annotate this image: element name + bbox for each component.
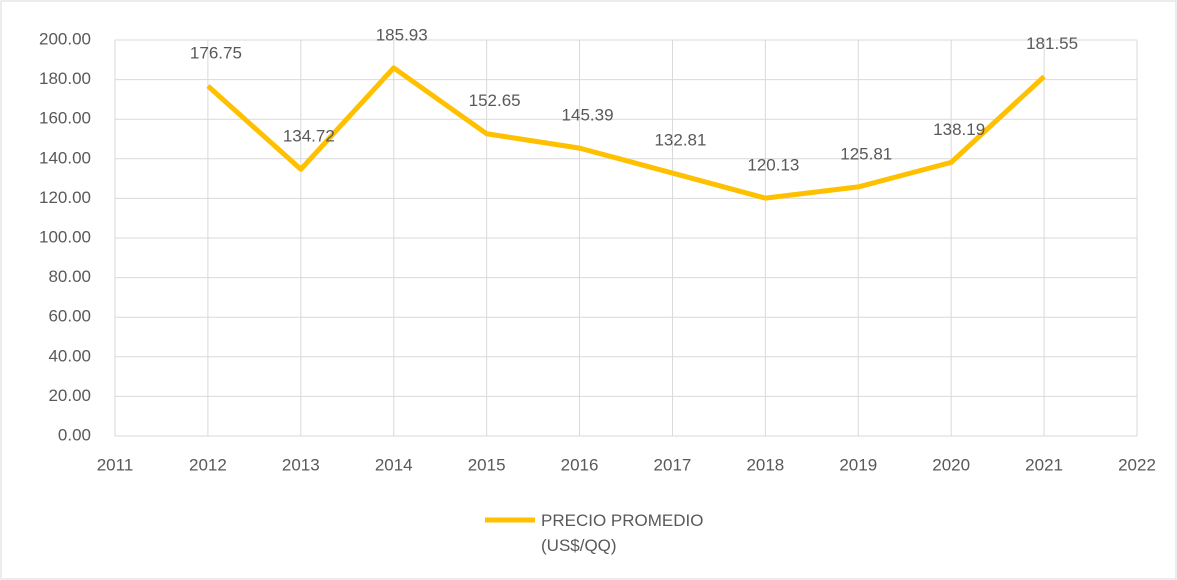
- x-tick-label: 2018: [746, 455, 784, 474]
- data-label: 138.19: [933, 120, 985, 139]
- data-label: 185.93: [376, 25, 428, 44]
- data-label: 125.81: [840, 144, 892, 163]
- x-tick-label: 2020: [932, 455, 970, 474]
- x-tick-label: 2021: [1025, 455, 1063, 474]
- y-tick-label: 140.00: [39, 148, 91, 167]
- y-tick-label: 200.00: [39, 29, 91, 48]
- y-tick-label: 80.00: [48, 267, 91, 286]
- y-tick-label: 120.00: [39, 188, 91, 207]
- x-tick-label: 2013: [282, 455, 320, 474]
- x-tick-label: 2019: [839, 455, 877, 474]
- data-label: 152.65: [469, 91, 521, 110]
- x-tick-label: 2014: [375, 455, 413, 474]
- series-line: [206, 65, 1046, 201]
- x-tick-label: 2017: [654, 455, 692, 474]
- data-label: 176.75: [190, 44, 242, 63]
- x-tick-label: 2011: [97, 455, 134, 474]
- y-tick-label: 60.00: [48, 307, 91, 326]
- x-tick-label: 2012: [189, 455, 227, 474]
- y-tick-label: 100.00: [39, 227, 91, 246]
- y-tick-label: 180.00: [39, 69, 91, 88]
- y-tick-label: 0.00: [58, 425, 91, 444]
- y-tick-label: 160.00: [39, 109, 91, 128]
- y-tick-label: 20.00: [48, 386, 91, 405]
- x-tick-label: 2015: [468, 455, 506, 474]
- data-label: 132.81: [654, 131, 706, 150]
- x-tick-label: 2022: [1118, 455, 1156, 474]
- legend-label: PRECIO PROMEDIO (US$/QQ): [541, 511, 704, 555]
- x-tick-label: 2016: [561, 455, 599, 474]
- y-tick-label: 40.00: [48, 346, 91, 365]
- data-label: 181.55: [1026, 34, 1078, 53]
- data-label: 120.13: [747, 156, 799, 175]
- data-label: 134.72: [283, 127, 335, 146]
- data-label: 145.39: [562, 106, 614, 125]
